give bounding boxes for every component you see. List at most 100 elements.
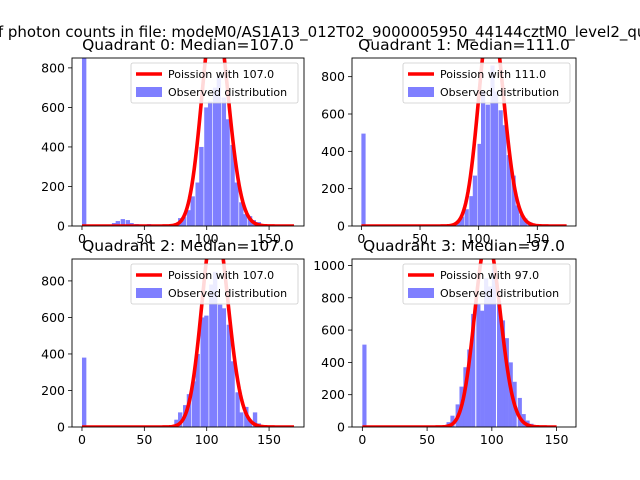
histogram-bar [484, 278, 489, 427]
legend-observed-label: Observed distribution [440, 86, 559, 99]
x-tick-label: 50 [419, 432, 435, 447]
panels: 0 50 100 150 0 200 400 600 800 Poission with 107.… [41, 36, 577, 447]
histogram-bar [217, 304, 223, 427]
legend-observed-label: Observed distribution [168, 86, 287, 99]
histogram-bar [247, 419, 253, 427]
y-tick-label: 600 [41, 310, 65, 325]
plot-area [360, 58, 568, 226]
histogram-bar [471, 313, 476, 427]
histogram-bar [491, 265, 496, 427]
chart-panel: 0 50 100 150 0 200 400 600 800 Poission with 107.… [41, 237, 305, 447]
poisson-curve [81, 58, 295, 226]
histogram-bar [472, 175, 478, 226]
y-tick-label: 200 [41, 383, 65, 398]
x-tick-label: 150 [545, 432, 569, 447]
histogram-bar [487, 286, 493, 427]
histogram-bar [181, 217, 187, 226]
histogram-bar [212, 271, 218, 427]
histogram-bar [450, 415, 455, 427]
subplot-title: Quadrant 0: Median=107.0 [82, 36, 294, 54]
histogram-bar [190, 196, 195, 226]
poisson-curve [360, 58, 568, 226]
y-tick-label: 800 [41, 60, 65, 75]
y-tick-label: 400 [321, 355, 345, 370]
histogram-bar [242, 214, 248, 226]
legend-observed-swatch [136, 87, 162, 97]
histogram-bar [204, 315, 209, 427]
x-tick-label: 0 [78, 231, 86, 246]
legend-poisson-label: Poission with 97.0 [440, 269, 539, 282]
y-tick-label: 200 [321, 387, 345, 402]
y-tick-label: 200 [41, 179, 65, 194]
y-tick-label: 600 [41, 100, 65, 115]
y-tick-label: 0 [57, 219, 65, 234]
y-tick-label: 600 [321, 323, 345, 338]
histogram-bar [362, 344, 367, 427]
histogram-bar [519, 214, 524, 226]
histogram-bar [221, 97, 227, 226]
x-tick-label: 150 [525, 231, 549, 246]
histogram-bar [209, 284, 214, 427]
histogram-bar [361, 133, 366, 226]
histogram-bar [225, 119, 230, 226]
legend: Poission with 97.0 Observed distribution [402, 263, 571, 305]
legend-observed-label: Observed distribution [168, 287, 287, 300]
histogram-bar [230, 361, 235, 427]
y-tick-label: 800 [321, 69, 345, 84]
x-tick-label: 0 [78, 432, 86, 447]
histogram-bar [464, 209, 469, 226]
histogram-bar [174, 419, 179, 427]
y-tick-label: 400 [41, 139, 65, 154]
histogram-bar [493, 91, 499, 226]
histogram-bar [125, 220, 130, 226]
figure-title: Histograms of photon counts in file: mod… [0, 23, 640, 42]
y-tick-label: 800 [321, 290, 345, 305]
x-tick-label: 100 [480, 432, 504, 447]
histogram-bar [199, 146, 204, 226]
histogram-bar [120, 219, 126, 226]
legend-observed-swatch [136, 288, 162, 298]
histogram-bar [230, 144, 235, 226]
histogram-bar [115, 221, 121, 226]
histogram-bar [204, 107, 209, 226]
histogram-bar [207, 101, 213, 226]
x-tick-label: 50 [136, 231, 152, 246]
legend-box [402, 62, 571, 104]
plot-area [81, 259, 295, 427]
histogram-bar [502, 125, 507, 226]
y-tick-label: 0 [337, 219, 345, 234]
histogram-bar [504, 338, 509, 427]
histogram-bar [195, 182, 200, 226]
histogram-bar [186, 210, 192, 226]
histogram-bar [511, 175, 516, 226]
legend-box [130, 62, 299, 104]
y-tick-label: 400 [321, 144, 345, 159]
histogram-bar [226, 324, 232, 427]
poisson-curve [81, 259, 295, 427]
axes-frame [351, 258, 577, 428]
plot-area [81, 58, 295, 226]
x-tick-label: 150 [257, 432, 281, 447]
histogram-bar [517, 397, 522, 427]
histogram-bar [212, 87, 218, 226]
chart-panel: 0 50 100 150 0 200 400 600 800 Poission with 111.… [321, 36, 577, 246]
axes-frame [71, 57, 305, 227]
poisson-curve [361, 259, 558, 427]
histogram-bar [469, 196, 474, 226]
histogram-bar [498, 110, 503, 226]
legend-poisson-label: Poission with 107.0 [168, 68, 274, 81]
legend-box [402, 263, 571, 305]
legend-poisson-label: Poission with 107.0 [168, 269, 274, 282]
y-tick-label: 800 [41, 273, 65, 288]
axes-frame [71, 258, 305, 428]
histogram-bar [191, 381, 197, 427]
legend-observed-label: Observed distribution [440, 287, 559, 300]
histogram-bar [467, 349, 472, 427]
y-tick-label: 600 [321, 107, 345, 122]
histogram-bar [239, 202, 244, 226]
y-tick-label: 0 [57, 420, 65, 435]
y-tick-label: 400 [41, 346, 65, 361]
x-tick-label: 0 [357, 231, 365, 246]
histogram-bar [500, 320, 506, 427]
